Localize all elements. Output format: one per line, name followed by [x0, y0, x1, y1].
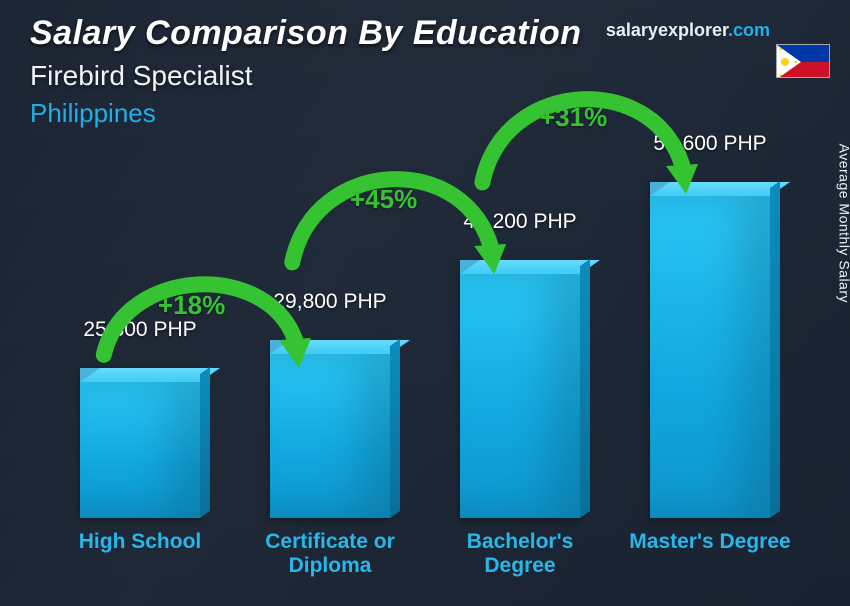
y-axis-label: Average Monthly Salary — [836, 144, 850, 303]
brand-text-suffix: .com — [728, 20, 770, 40]
bar-rect — [80, 368, 200, 518]
flag-icon — [776, 44, 830, 78]
bar-category-label: Master's Degree — [625, 530, 795, 554]
brand-logo: salaryexplorer.com — [606, 20, 770, 41]
bar-chart: 25,300 PHP High School 29,800 PHP Certifica… — [50, 140, 810, 580]
bar-rect — [460, 260, 580, 518]
chart-subtitle: Firebird Specialist — [30, 60, 253, 92]
infographic-stage: { "header": { "title": "Salary Compariso… — [0, 0, 850, 606]
bar-value-label: 25,300 PHP — [83, 318, 196, 342]
bar-value-label: 43,200 PHP — [463, 210, 576, 234]
bar-category-label: Bachelor's Degree — [435, 530, 605, 578]
bar-category-label: High School — [55, 530, 225, 554]
bar-value-label: 56,600 PHP — [653, 132, 766, 156]
bar-category-label: Certificate or Diploma — [245, 530, 415, 578]
chart-location: Philippines — [30, 98, 156, 129]
increase-pct-label: +45% — [350, 184, 417, 215]
bar-rect — [650, 182, 770, 518]
increase-pct-label: +31% — [540, 102, 607, 133]
bar-rect — [270, 340, 390, 518]
bar-value-label: 29,800 PHP — [273, 290, 386, 314]
brand-text-main: salaryexplorer — [606, 20, 728, 40]
chart-title: Salary Comparison By Education — [30, 14, 582, 53]
increase-pct-label: +18% — [158, 290, 225, 321]
